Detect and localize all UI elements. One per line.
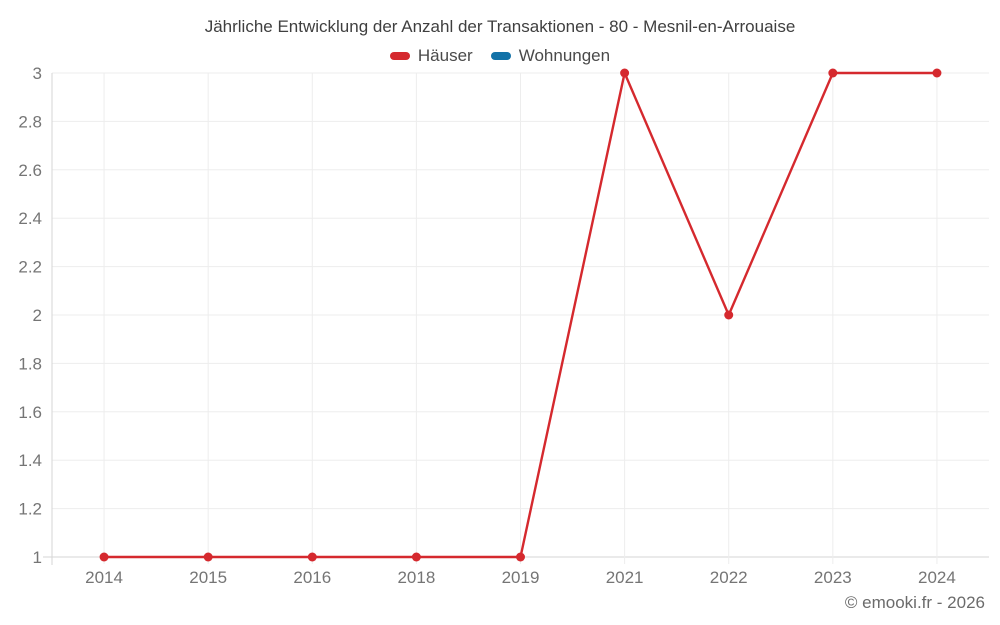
haeuser-series-swatch-icon [389, 52, 410, 60]
y-tick-label: 2.4 [18, 209, 42, 228]
data-point-2014 [99, 552, 109, 562]
copyright-watermark: © emooki.fr - 2026 [844, 593, 985, 612]
legend-label-haeuser: Häuser [417, 46, 473, 65]
y-tick-label: 2.6 [18, 161, 42, 180]
chart-title: Jährliche Entwicklung der Anzahl der Tra… [204, 17, 796, 36]
y-tick-label: 1 [33, 548, 42, 567]
y-tick-label: 1.6 [18, 403, 42, 422]
x-tick-label: 2024 [918, 568, 956, 587]
y-tick-label: 1.8 [18, 354, 42, 373]
data-point-2023 [828, 68, 838, 78]
data-point-2018 [411, 552, 421, 562]
x-tick-label: 2022 [710, 568, 748, 587]
x-tick-label: 2016 [293, 568, 331, 587]
x-tick-label: 2019 [502, 568, 540, 587]
legend-label-wohnungen: Wohnungen [518, 46, 611, 65]
data-point-2024 [932, 68, 942, 78]
x-tick-label: 2023 [814, 568, 852, 587]
data-point-2019 [516, 552, 525, 562]
data-point-2015 [203, 552, 213, 562]
y-tick-label: 2.8 [18, 112, 42, 131]
y-tick-label: 3 [33, 64, 42, 83]
x-tick-label: 2014 [85, 568, 123, 587]
y-tick-label: 1.4 [18, 451, 42, 470]
y-tick-label: 1.2 [18, 500, 42, 519]
y-tick-label: 2.2 [18, 258, 42, 277]
x-tick-label: 2015 [189, 568, 227, 587]
data-point-2022 [724, 310, 734, 320]
data-point-2021 [620, 68, 630, 78]
data-point-2016 [307, 552, 317, 562]
legend: Häuser Wohnungen [0, 46, 1000, 66]
wohnungen-series-swatch-icon [490, 52, 511, 60]
y-tick-label: 2 [33, 306, 42, 325]
legend-item-haeuser[interactable]: Häuser [389, 46, 473, 66]
x-tick-label: 2021 [606, 568, 644, 587]
legend-item-wohnungen[interactable]: Wohnungen [490, 46, 611, 66]
x-tick-label: 2018 [397, 568, 435, 587]
